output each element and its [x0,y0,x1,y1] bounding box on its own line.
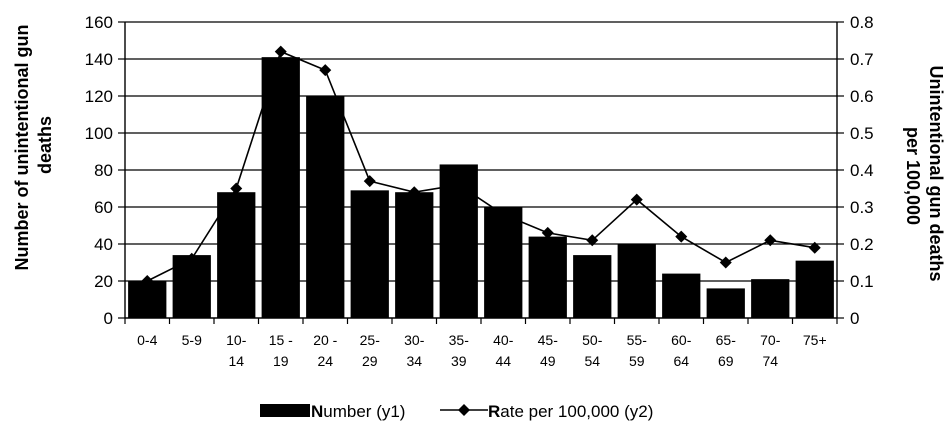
rate-point-marker [363,175,376,188]
x-tick-label: 35-39 [449,332,470,369]
y2-tick-label: 0.3 [850,198,874,217]
rate-point-marker [675,230,688,243]
y1-tick-label: 120 [85,87,113,106]
rate-point-marker [408,186,421,199]
y2-tick-label: 0.8 [850,13,874,32]
y2-axis-title: Unintentional gun deaths per 100,000 [903,65,946,286]
bar [350,190,389,318]
y2-tick-label: 0.2 [850,235,874,254]
bar [706,288,745,318]
rate-series-line [146,50,815,282]
bar [528,236,567,318]
x-tick-label: 40-44 [493,332,514,369]
rate-point-marker [808,241,821,254]
bar [795,260,834,318]
legend-number-initial: N [311,402,323,421]
rate-point-marker [719,256,732,269]
y1-tick-label: 100 [85,124,113,143]
y2-axis-title-line-2: per 100,000 [903,127,923,225]
rate-point-marker [185,252,198,265]
rate-line [141,45,821,287]
bar [662,273,701,318]
x-tick-label: 60-64 [671,332,692,369]
legend-number-rest: umber (y1) [323,402,405,421]
legend-diamond-marker [458,404,470,416]
legend-rate-label: Rate per 100,000 (y2) [488,402,653,421]
y1-axis-title-line-1: Number of unintentional gun [12,25,32,271]
y2-tick-label: 0.5 [850,124,874,143]
x-tick-label: 50-54 [582,332,603,369]
rate-point-marker [764,234,777,247]
y2-tick-label: 0.4 [850,161,874,180]
y1-tick-label: 40 [94,235,113,254]
rate-point-marker [630,193,643,206]
rate-point-marker [452,178,465,191]
bar [751,279,790,318]
bar [217,192,256,318]
rate-point-marker [274,45,287,58]
bar [306,96,345,318]
y1-tick-label: 160 [85,13,113,32]
y1-ticks: 0 20 40 60 80 100 120 140 160 [85,13,125,328]
x-tick-label: 5-9 [182,332,202,348]
bar [573,255,612,318]
rate-point-marker [319,64,332,77]
x-tick-label: 65-69 [716,332,737,369]
rate-point-marker [141,275,154,287]
y2-tick-label: 0.6 [850,87,874,106]
rate-point-marker [586,234,599,247]
x-tick-label: 10-14 [226,332,247,369]
bar [128,281,167,318]
x-tick-label: 25-29 [360,332,381,369]
legend-bar-swatch [260,404,310,417]
x-tick-label: 55-59 [627,332,648,369]
legend-rate-rest: ate per 100,000 (y2) [500,402,653,421]
y1-axis-title-line-2: deaths [35,116,55,174]
y2-axis-title-line-1: Unintentional gun deaths [926,65,946,281]
bar [395,192,434,318]
y1-tick-label: 0 [104,309,113,328]
bar [484,207,523,318]
legend-number-label: Number (y1) [311,402,405,421]
y2-ticks: 0 0.1 0.2 0.3 0.4 0.5 0.6 0.7 0.8 [837,13,874,328]
x-tick-label: 15 -19 [269,332,293,369]
y1-tick-label: 20 [94,272,113,291]
rate-point-marker [497,208,510,221]
x-ticks: 0-4 5-9 10-14 15 -19 20 -24 25-29 30-34 35-39 40… [124,318,838,369]
legend: Number (y1) Rate per 100,000 (y2) [260,402,653,421]
y1-tick-label: 60 [94,198,113,217]
x-tick-label: 30-34 [404,332,425,369]
bar [261,57,300,319]
x-tick-label: 0-4 [137,332,157,348]
y2-tick-label: 0 [850,309,859,328]
x-tick-label: 75+ [803,332,827,348]
y1-axis-title: Number of unintentional gun deaths [12,20,55,271]
y1-tick-label: 140 [85,50,113,69]
y2-tick-label: 0.1 [850,272,874,291]
x-tick-label: 20 -24 [313,332,337,369]
x-tick-label: 45-49 [538,332,559,369]
rate-point-marker [541,226,554,239]
legend-rate-initial: R [488,402,500,421]
y2-tick-label: 0.7 [850,50,874,69]
bar [617,244,656,318]
rate-point-marker [230,182,243,195]
y1-tick-label: 80 [94,161,113,180]
x-tick-label: 70-74 [760,332,781,369]
